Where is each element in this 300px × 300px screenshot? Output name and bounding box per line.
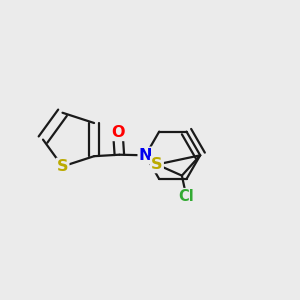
Text: S: S	[151, 157, 163, 172]
Text: S: S	[57, 159, 68, 174]
Text: O: O	[111, 125, 124, 140]
Text: Cl: Cl	[178, 189, 194, 204]
Text: N: N	[139, 148, 152, 163]
